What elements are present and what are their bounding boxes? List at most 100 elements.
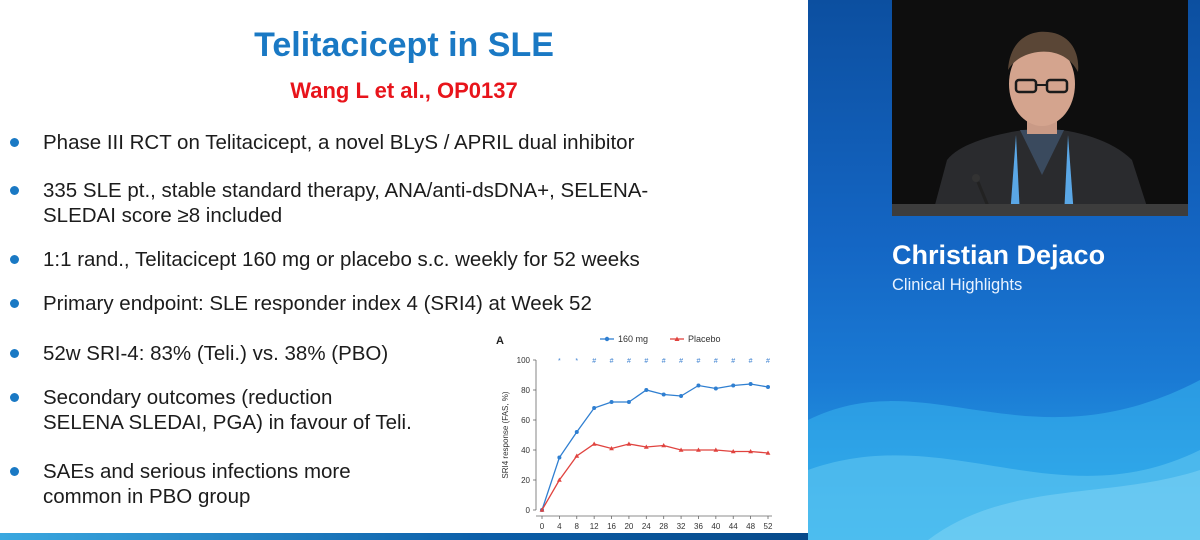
- bullet-item: SAEs and serious infections more common …: [10, 459, 351, 509]
- significance-marker: #: [644, 358, 648, 365]
- y-tick-label: 100: [517, 356, 531, 365]
- data-point: [713, 447, 719, 452]
- bullet-item: 335 SLE pt., stable standard therapy, AN…: [10, 178, 648, 228]
- bullet-item: 52w SRI-4: 83% (Teli.) vs. 38% (PBO): [10, 341, 388, 366]
- legend-marker-triangle: [674, 336, 680, 341]
- data-point: [592, 406, 597, 410]
- significance-marker: *: [558, 358, 561, 365]
- data-point: [730, 449, 736, 454]
- data-point: [591, 441, 597, 446]
- y-tick-label: 80: [521, 386, 530, 395]
- slide-footer-bar: [0, 533, 808, 540]
- slide: Telitacicept in SLE Wang L et al., OP013…: [0, 0, 808, 540]
- legend-label: Placebo: [688, 334, 721, 344]
- bullet-item: Primary endpoint: SLE responder index 4 …: [10, 291, 592, 316]
- y-axis-label: SRI4 response (FAS, %): [501, 391, 510, 478]
- slide-title: Telitacicept in SLE: [254, 26, 554, 64]
- x-tick-label: 32: [677, 522, 686, 531]
- speaker-name: Christian Dejaco: [892, 240, 1106, 270]
- y-tick-label: 40: [521, 446, 530, 455]
- x-tick-label: 36: [694, 522, 703, 531]
- bullet-dot-icon: [10, 186, 19, 195]
- bullet-dot-icon: [10, 138, 19, 147]
- bullet-text: SLEDAI score ≥8 included: [43, 204, 283, 227]
- legend-label: 160 mg: [618, 334, 648, 344]
- x-tick-label: 28: [659, 522, 668, 531]
- bullet-dot-icon: [10, 299, 19, 308]
- x-tick-label: 0: [540, 522, 545, 531]
- y-tick-label: 20: [521, 476, 530, 485]
- significance-marker: #: [610, 358, 614, 365]
- bullet-text: 52w SRI-4: 83% (Teli.) vs. 38% (PBO): [43, 342, 389, 365]
- x-tick-label: 16: [607, 522, 616, 531]
- bullet-text: SELENA SLEDAI, PGA) in favour of Teli.: [43, 411, 412, 434]
- significance-marker: #: [749, 358, 753, 365]
- bullet-dot-icon: [10, 349, 19, 358]
- data-point: [557, 455, 562, 460]
- y-tick-label: 60: [521, 416, 530, 425]
- significance-marker: #: [662, 358, 666, 365]
- data-point: [748, 382, 753, 386]
- significance-marker: #: [592, 358, 596, 365]
- significance-marker: #: [679, 358, 683, 365]
- data-point: [766, 385, 770, 389]
- bullet-item: 1:1 rand., Telitacicept 160 mg or placeb…: [10, 247, 640, 272]
- significance-marker: *: [575, 358, 578, 365]
- chart-panel-label: A: [496, 335, 504, 347]
- significance-marker: #: [766, 358, 770, 365]
- bullet-dot-icon: [10, 255, 19, 264]
- data-point: [765, 450, 771, 455]
- data-point: [574, 430, 579, 434]
- x-tick-label: 44: [729, 522, 738, 531]
- speaker-video: [892, 0, 1188, 216]
- bullet-dot-icon: [10, 393, 19, 402]
- bullet-text: Phase III RCT on Telitacicept, a novel B…: [43, 131, 635, 154]
- x-tick-label: 20: [624, 522, 633, 531]
- slide-subtitle: Wang L et al., OP0137: [290, 78, 518, 103]
- significance-marker: #: [714, 358, 718, 365]
- x-tick-label: 4: [557, 522, 562, 531]
- bullet-text: Secondary outcomes (reduction: [43, 386, 333, 409]
- data-point: [748, 449, 754, 454]
- data-point: [574, 453, 580, 458]
- data-point: [696, 383, 701, 388]
- x-tick-label: 40: [711, 522, 720, 531]
- data-point: [626, 441, 632, 446]
- x-tick-label: 12: [590, 522, 599, 531]
- data-point: [644, 388, 649, 392]
- x-tick-label: 52: [764, 522, 773, 531]
- bullet-item: Secondary outcomes (reduction SELENA SLE…: [10, 385, 412, 435]
- significance-marker: #: [697, 358, 701, 365]
- significance-marker: #: [627, 358, 631, 365]
- data-point: [661, 392, 666, 397]
- significance-marker: #: [731, 358, 735, 365]
- x-tick-label: 48: [746, 522, 755, 531]
- speaker-silhouette: [892, 0, 1188, 216]
- y-tick-label: 0: [526, 506, 531, 515]
- data-point: [609, 400, 614, 404]
- data-point: [696, 447, 701, 452]
- wave-decoration: [808, 380, 1200, 540]
- series-line-160-mg: [541, 383, 769, 511]
- speaker-role: Clinical Highlights: [892, 276, 1023, 294]
- data-point: [731, 383, 736, 388]
- data-point: [626, 400, 631, 404]
- bullet-text: 335 SLE pt., stable standard therapy, AN…: [43, 179, 649, 202]
- bullet-text: 1:1 rand., Telitacicept 160 mg or placeb…: [43, 248, 640, 271]
- x-tick-label: 24: [642, 522, 651, 531]
- data-point: [539, 507, 545, 512]
- bullet-dot-icon: [10, 467, 19, 476]
- series-line-placebo: [541, 443, 769, 511]
- data-point: [609, 446, 614, 451]
- x-tick-label: 8: [575, 522, 580, 531]
- bullet-text: common in PBO group: [43, 485, 251, 508]
- bullet-text: SAEs and serious infections more: [43, 460, 351, 483]
- legend-marker-circle: [604, 336, 610, 342]
- bullet-text: Primary endpoint: SLE responder index 4 …: [43, 292, 592, 315]
- data-point: [643, 444, 649, 449]
- data-point: [678, 447, 684, 452]
- data-point: [679, 394, 684, 398]
- data-point: [556, 477, 562, 482]
- bullet-item: Phase III RCT on Telitacicept, a novel B…: [10, 130, 634, 155]
